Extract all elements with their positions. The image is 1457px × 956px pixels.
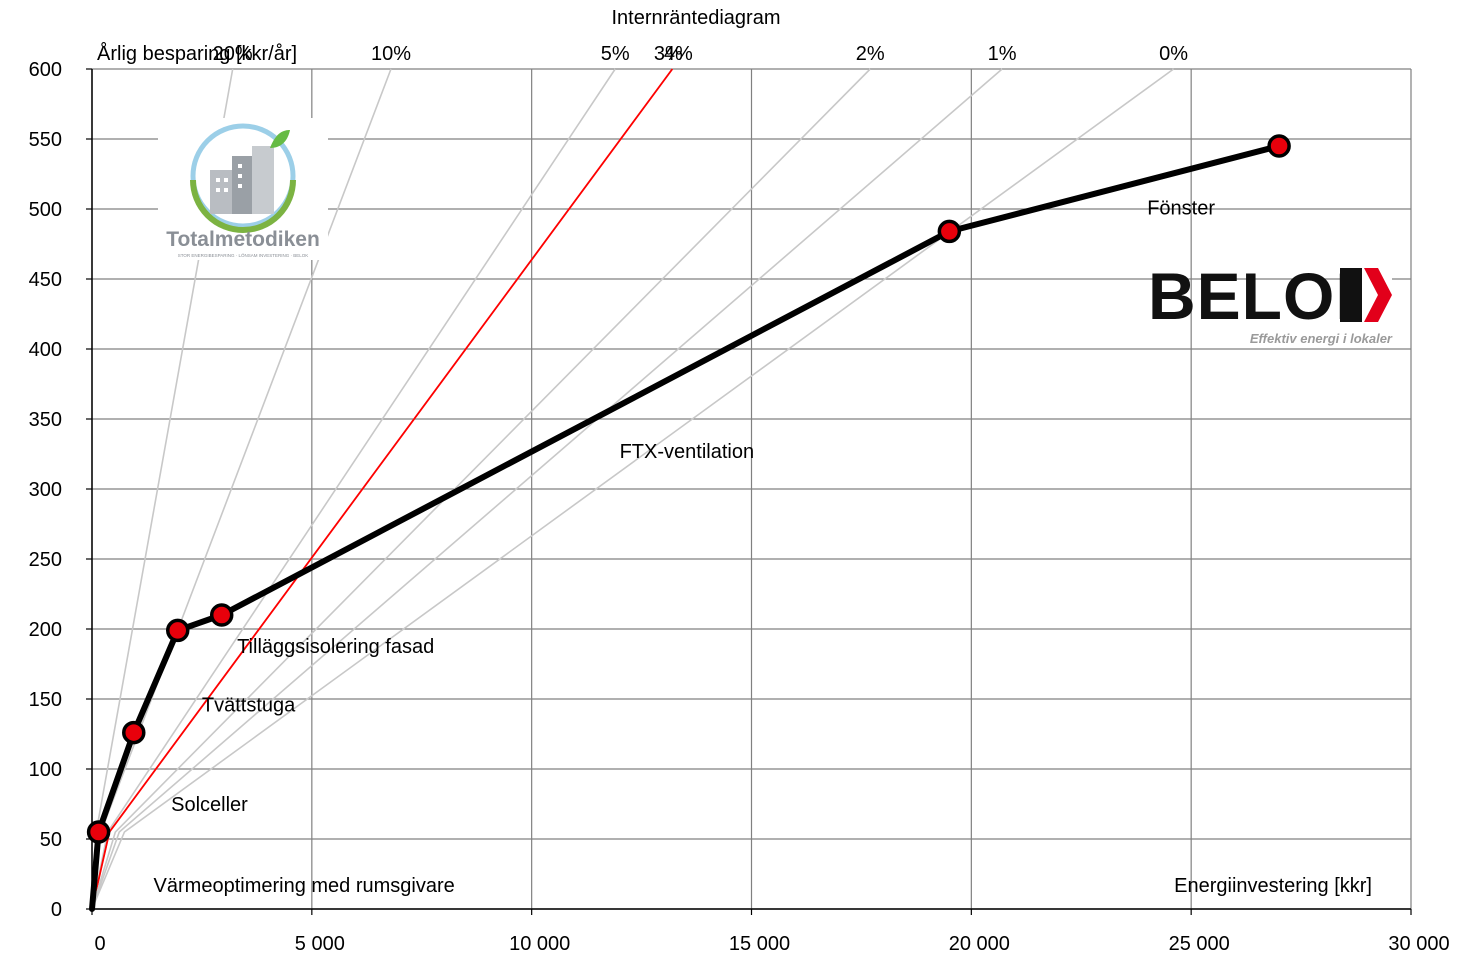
belok-logo: BELOK Effektiv energi i lokaler	[1148, 259, 1393, 346]
y-tick-label: 450	[29, 269, 62, 291]
series-line	[89, 143, 1283, 912]
data-point	[937, 219, 962, 244]
x-tick-label: 20 000	[949, 933, 1010, 955]
x-tick-label: 25 000	[1169, 933, 1230, 955]
annotation-label: Solceller	[171, 794, 248, 816]
irr-line-6	[91, 68, 1003, 910]
irr-label-2: 5%	[601, 43, 630, 65]
data-point	[1267, 134, 1291, 158]
y-tick-label: 250	[29, 549, 62, 571]
belok-tagline: Effektiv energi i lokaler	[1250, 331, 1393, 346]
irr-line-5	[91, 68, 871, 910]
y-tick-label: 50	[40, 829, 62, 851]
annotations: Värmeoptimering med rumsgivare Solceller T…	[154, 198, 1216, 898]
y-tick-label: 600	[29, 59, 62, 81]
irr-label-3: 4%	[664, 43, 693, 65]
y-tick-label: 400	[29, 339, 62, 361]
totalmetodiken-tagline: STOR ENERGIBESPARING · LÖNSAM INVESTERIN…	[178, 252, 309, 258]
annotation-label: Tilläggsisolering fasad	[237, 636, 434, 658]
data-point	[165, 618, 190, 643]
data-point	[122, 720, 146, 745]
irr-label-4: 3%	[654, 43, 683, 65]
chart-title: Internräntediagram	[612, 7, 781, 29]
y-axis-label: Årlig besparing [kkr/år]	[97, 42, 297, 65]
x-tick-label: 5 000	[295, 933, 345, 955]
y-tick-label: 300	[29, 479, 62, 501]
annotation-label: FTX-ventilation	[620, 441, 755, 463]
series	[86, 134, 1291, 912]
totalmetodiken-logo: Totalmetodiken STOR ENERGIBESPARING · LÖ…	[158, 118, 328, 260]
x-axis-ticks: 0 5 000 10 000 15 000 20 000 25 000 30 000	[91, 909, 1450, 955]
y-axis-ticks: 0 50 100 150 200 250 300 350 400 450 500 550 600	[29, 59, 92, 921]
x-tick-label: 0	[94, 933, 105, 955]
data-point	[209, 603, 234, 627]
y-tick-label: 500	[29, 199, 62, 221]
annotation-label: Fönster	[1147, 198, 1215, 220]
irr-line-7	[91, 68, 1175, 910]
irr-label-6: 1%	[988, 43, 1017, 65]
y-tick-label: 100	[29, 759, 62, 781]
annotation-label: Tvättstuga	[202, 695, 296, 717]
y-tick-label: 550	[29, 129, 62, 151]
irr-label-0: 20%	[213, 43, 253, 65]
irr-label-5: 2%	[856, 43, 885, 65]
totalmetodiken-wordmark: Totalmetodiken	[166, 228, 320, 251]
y-tick-label: 150	[29, 689, 62, 711]
data-point	[86, 820, 111, 844]
irr-label-7: 0%	[1159, 43, 1188, 65]
y-tick-label: 200	[29, 619, 62, 641]
x-axis-label: Energiinvestering [kkr]	[1174, 875, 1372, 897]
x-tick-label: 30 000	[1388, 933, 1449, 955]
y-tick-label: 0	[51, 899, 62, 921]
x-tick-label: 10 000	[509, 933, 570, 955]
irr-label-1: 10%	[371, 43, 411, 65]
x-tick-label: 15 000	[729, 933, 790, 955]
y-tick-label: 350	[29, 409, 62, 431]
annotation-label: Värmeoptimering med rumsgivare	[154, 875, 455, 897]
